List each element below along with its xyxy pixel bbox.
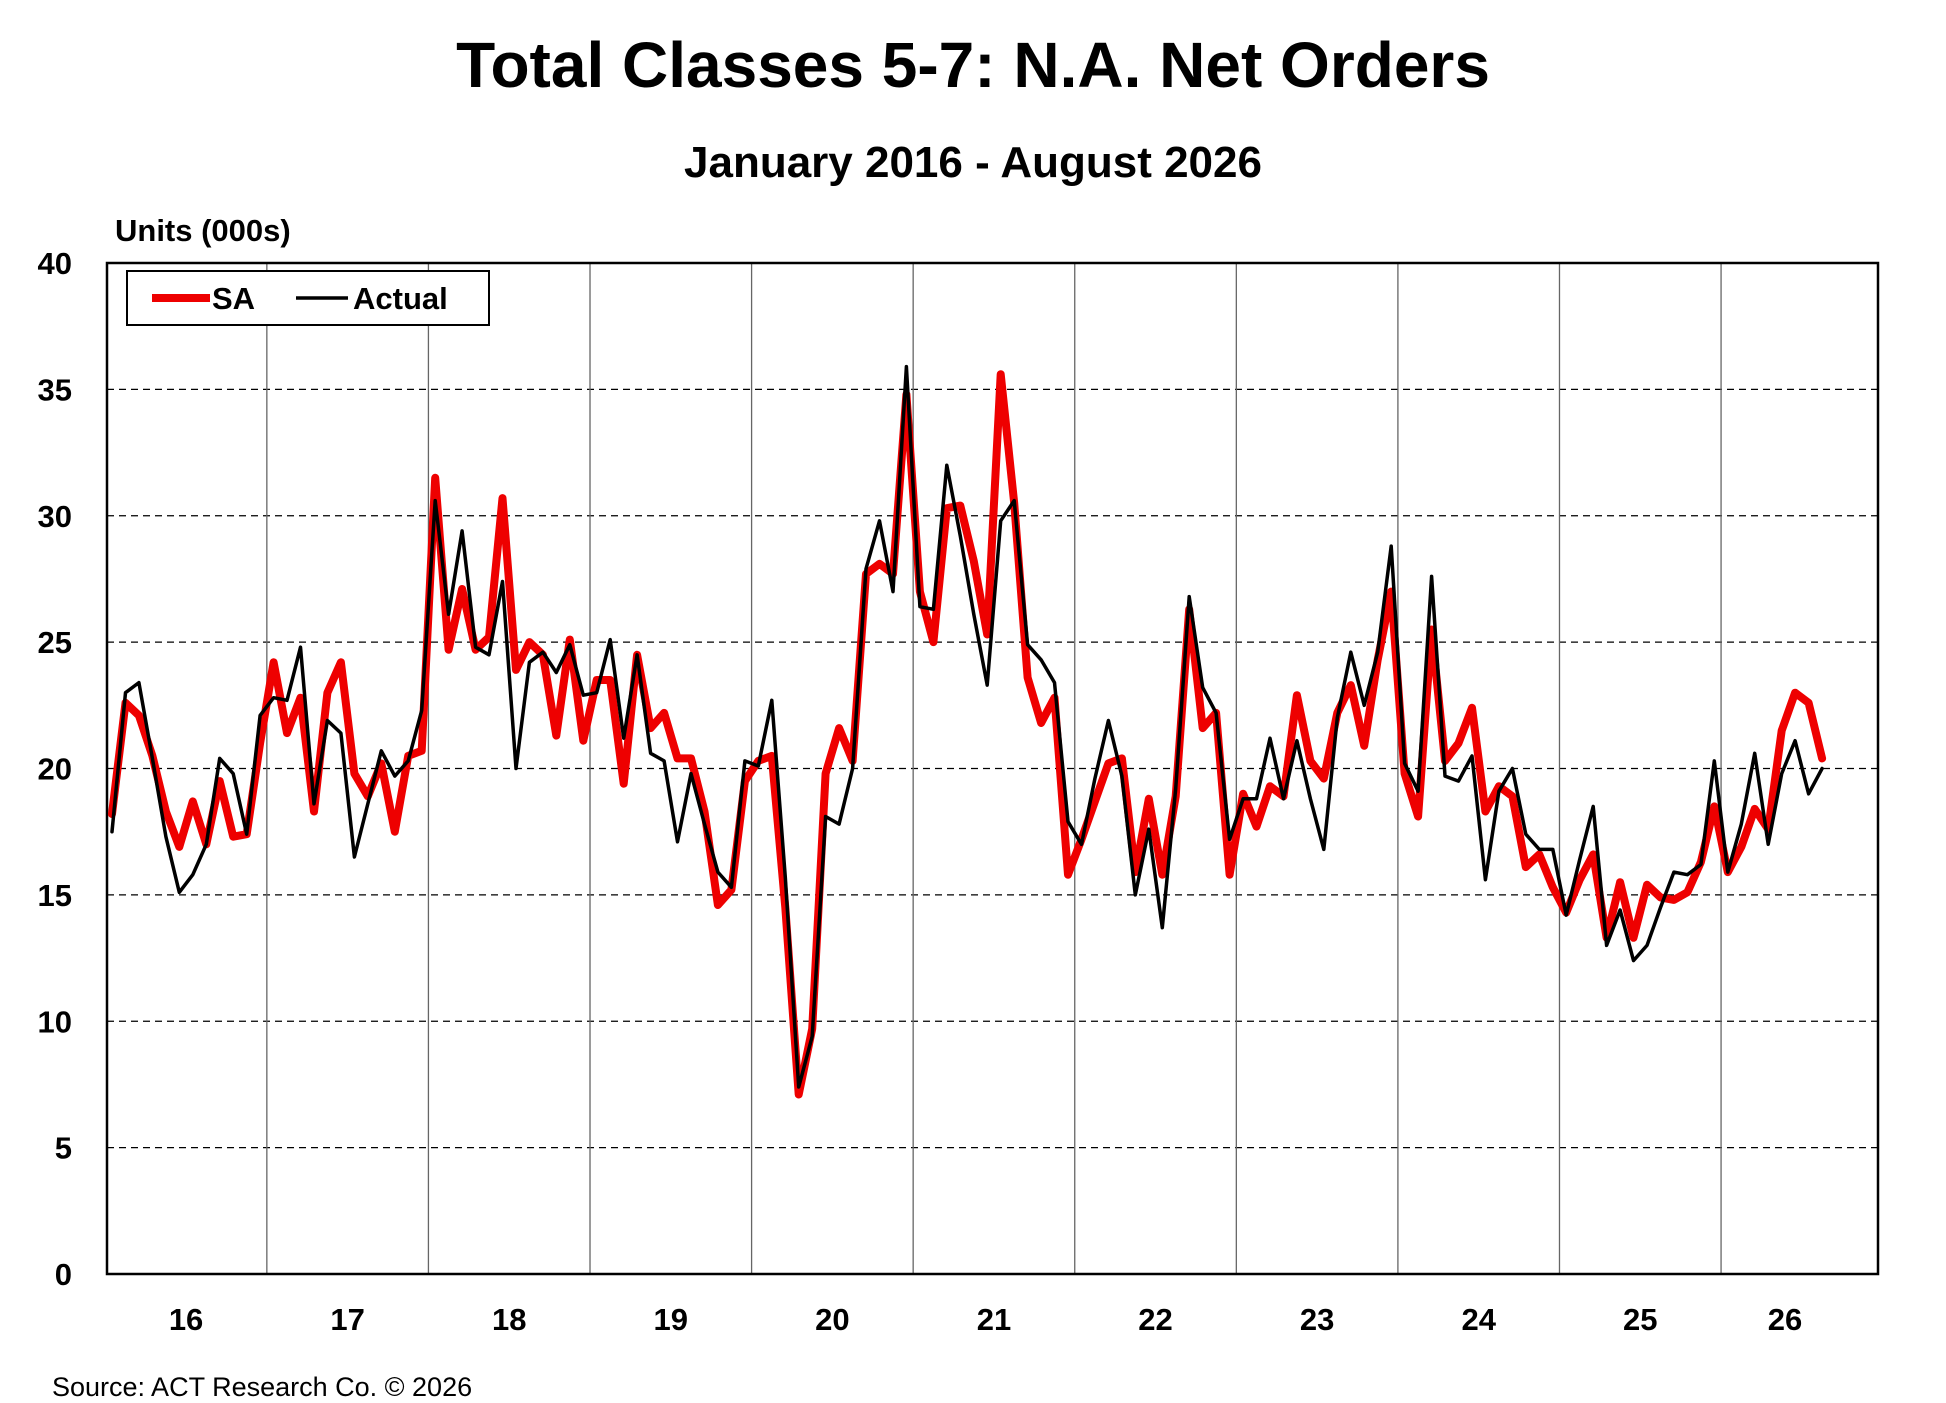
x-tick-label: 21 bbox=[977, 1302, 1011, 1337]
y-tick-label: 15 bbox=[38, 878, 72, 913]
chart-subtitle: January 2016 - August 2026 bbox=[684, 138, 1262, 187]
x-tick-label: 25 bbox=[1623, 1302, 1657, 1337]
y-tick-label: 10 bbox=[38, 1004, 72, 1039]
chart-title: Total Classes 5-7: N.A. Net Orders bbox=[456, 29, 1490, 101]
x-tick-label: 23 bbox=[1300, 1302, 1334, 1337]
x-tick-label: 19 bbox=[654, 1302, 688, 1337]
x-tick-label: 26 bbox=[1768, 1302, 1802, 1337]
legend-label-actual: Actual bbox=[353, 281, 448, 316]
x-tick-label: 22 bbox=[1138, 1302, 1172, 1337]
y-tick-label: 40 bbox=[38, 246, 72, 281]
x-tick-label: 18 bbox=[492, 1302, 526, 1337]
legend: SA Actual bbox=[126, 270, 490, 326]
source-note: Source: ACT Research Co. © 2026 bbox=[52, 1372, 473, 1402]
x-tick-label: 17 bbox=[330, 1302, 364, 1337]
y-tick-label: 35 bbox=[38, 372, 72, 407]
x-tick-label: 24 bbox=[1461, 1302, 1496, 1337]
x-tick-label: 16 bbox=[169, 1302, 203, 1337]
y-tick-label: 5 bbox=[55, 1131, 72, 1166]
y-tick-label: 25 bbox=[38, 625, 72, 660]
legend-label-sa: SA bbox=[212, 281, 255, 316]
y-tick-label: 20 bbox=[38, 752, 72, 787]
y-tick-label: 0 bbox=[55, 1257, 72, 1292]
series-line-actual bbox=[110, 364, 1824, 1089]
series-line-sa bbox=[108, 370, 1827, 1099]
y-axis-label: Units (000s) bbox=[115, 213, 291, 248]
plot-frame bbox=[105, 261, 1880, 1276]
y-tick-label: 30 bbox=[38, 499, 72, 534]
x-tick-label: 20 bbox=[815, 1302, 849, 1337]
